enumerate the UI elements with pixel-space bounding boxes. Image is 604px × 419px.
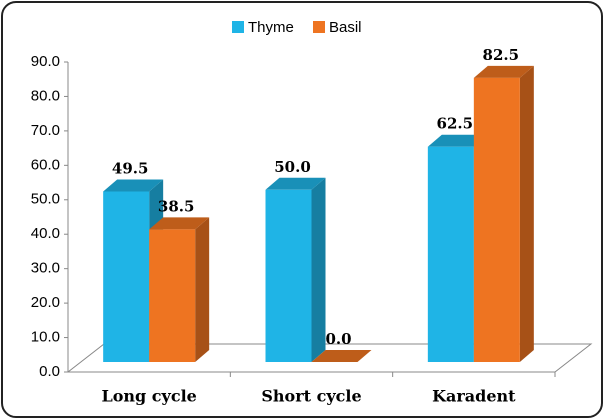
bar	[149, 217, 210, 362]
data-label: 0.0	[325, 330, 351, 348]
y-tick-label: 90.0	[31, 53, 60, 70]
bar-top	[103, 179, 164, 192]
bar-front	[473, 77, 520, 362]
x-tick-label: Karadent	[432, 387, 516, 406]
data-label: 82.5	[483, 46, 520, 64]
data-label: 62.5	[437, 115, 474, 133]
y-tick-label: 30.0	[31, 260, 60, 277]
x-tick-label: Short cycle	[261, 387, 361, 406]
bar-front	[149, 229, 196, 362]
bar-top	[311, 350, 372, 362]
bar-front	[103, 191, 150, 362]
bar-side	[311, 177, 326, 362]
data-label: 49.5	[112, 160, 149, 178]
y-tick-label: 80.0	[31, 87, 60, 104]
bar	[103, 179, 164, 362]
bar	[265, 177, 326, 362]
y-tick-label: 70.0	[31, 122, 60, 139]
bar-top	[265, 177, 326, 190]
bar-front	[427, 146, 474, 362]
legend-swatch	[313, 21, 325, 33]
y-tick-label: 20.0	[31, 294, 60, 311]
y-tick-label: 40.0	[31, 225, 60, 242]
data-label: 50.0	[274, 158, 311, 176]
bar-top	[427, 134, 488, 147]
y-tick-label: 60.0	[31, 156, 60, 173]
legend-label: Thyme	[248, 19, 294, 36]
bar-side	[519, 65, 534, 362]
data-label: 38.5	[158, 197, 195, 215]
x-tick-label: Long cycle	[101, 387, 196, 406]
y-tick-label: 0.0	[39, 363, 60, 380]
legend-swatch	[232, 21, 244, 33]
bar-side	[195, 217, 210, 362]
bar-top	[473, 65, 534, 78]
bar	[473, 65, 534, 362]
bar-front	[265, 189, 312, 362]
bar	[311, 350, 372, 362]
legend-label: Basil	[329, 19, 362, 36]
bar-top	[149, 217, 210, 230]
y-tick-label: 10.0	[31, 329, 60, 346]
y-tick-label: 50.0	[31, 191, 60, 208]
